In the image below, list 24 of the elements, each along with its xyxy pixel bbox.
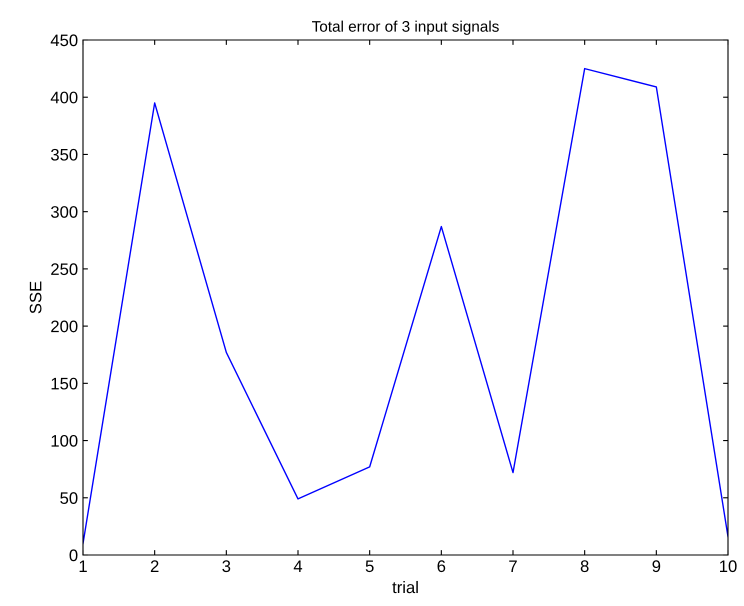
chart-title: Total error of 3 input signals — [312, 20, 499, 35]
x-tick-label: 9 — [652, 560, 660, 572]
x-tick-label: 2 — [150, 560, 158, 572]
y-tick-label: 400 — [50, 92, 78, 104]
x-tick-label: 1 — [80, 560, 87, 572]
x-tick-label: 7 — [509, 560, 517, 572]
y-tick-label: 50 — [60, 492, 78, 504]
y-tick-label: 200 — [51, 320, 78, 332]
y-tick-label: 100 — [52, 434, 78, 447]
x-tick-label: 4 — [294, 560, 302, 572]
y-tick-label: 350 — [50, 148, 78, 161]
x-tick-label: 6 — [438, 560, 446, 572]
y-tick-label: 150 — [52, 378, 78, 390]
y-tick-label: 300 — [50, 206, 78, 218]
line-series — [83, 68, 728, 544]
x-tick-label: 5 — [366, 560, 374, 572]
y-tick-label: 250 — [51, 263, 78, 276]
y-tick-label: 0 — [70, 549, 78, 562]
x-tick-label: 8 — [580, 560, 589, 572]
x-axis-title: trial — [392, 580, 418, 594]
y-axis-title: SSE — [30, 282, 42, 314]
y-tick-label: 450 — [50, 34, 78, 46]
x-tick-label: 3 — [222, 560, 230, 572]
x-tick-label: 10 — [720, 560, 737, 572]
